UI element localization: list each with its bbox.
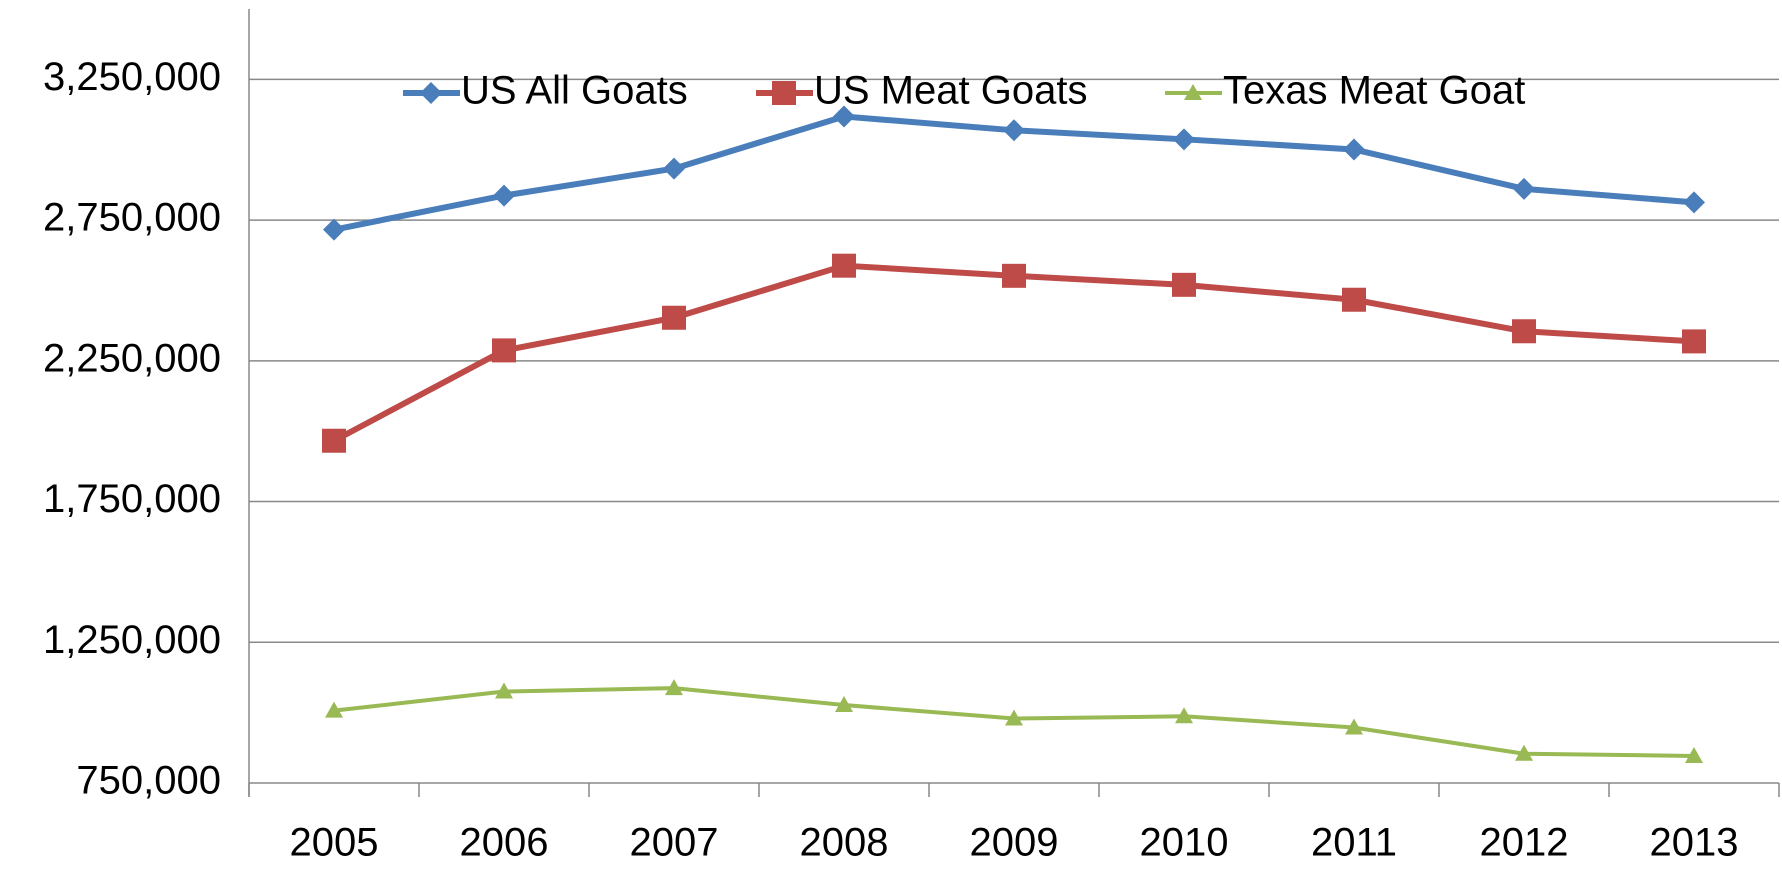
marker [1682,329,1706,354]
marker [495,682,513,699]
marker [492,338,516,363]
marker [1342,287,1366,312]
x-tick-label: 2009 [970,821,1059,865]
x-tick-label: 2007 [630,821,719,865]
x-tick-label: 2006 [460,821,549,865]
x-tick-label: 2011 [1311,821,1397,865]
marker [420,82,442,104]
marker [835,696,853,713]
y-tick-label: 750,000 [76,759,221,803]
marker [1175,707,1193,724]
marker [832,253,856,278]
marker [1343,138,1365,161]
marker [1172,272,1196,297]
x-tick-label: 2012 [1480,821,1569,865]
y-tick-label: 1,250,000 [43,618,221,662]
x-tick-label: 2008 [800,821,889,865]
marker [1002,263,1026,288]
marker [1003,119,1025,142]
x-tick-label: 2010 [1140,821,1229,865]
marker [325,701,343,718]
legend-label: US All Goats [461,69,688,113]
marker [1685,746,1703,763]
marker [1515,744,1533,761]
x-tick-label: 2005 [290,821,379,865]
marker [665,679,683,696]
y-tick-label: 3,250,000 [43,55,221,99]
legend-label: Texas Meat Goat [1223,69,1525,113]
marker [1005,709,1023,726]
marker [833,105,855,128]
y-tick-label: 2,750,000 [43,196,221,240]
marker [323,218,345,241]
marker [663,157,685,180]
x-tick-label: 2013 [1650,821,1739,865]
marker [1184,84,1202,100]
marker [662,305,686,330]
marker [1345,718,1363,735]
series-line [332,262,1695,444]
y-tick-label: 2,250,000 [43,336,221,380]
marker [1513,177,1535,200]
marker [1512,319,1536,344]
marker [1173,128,1195,151]
legend-label: US Meat Goats [814,69,1087,113]
marker [322,428,346,453]
marker [772,81,796,105]
y-tick-label: 1,750,000 [43,477,221,521]
marker [493,184,515,207]
marker [1683,191,1705,214]
